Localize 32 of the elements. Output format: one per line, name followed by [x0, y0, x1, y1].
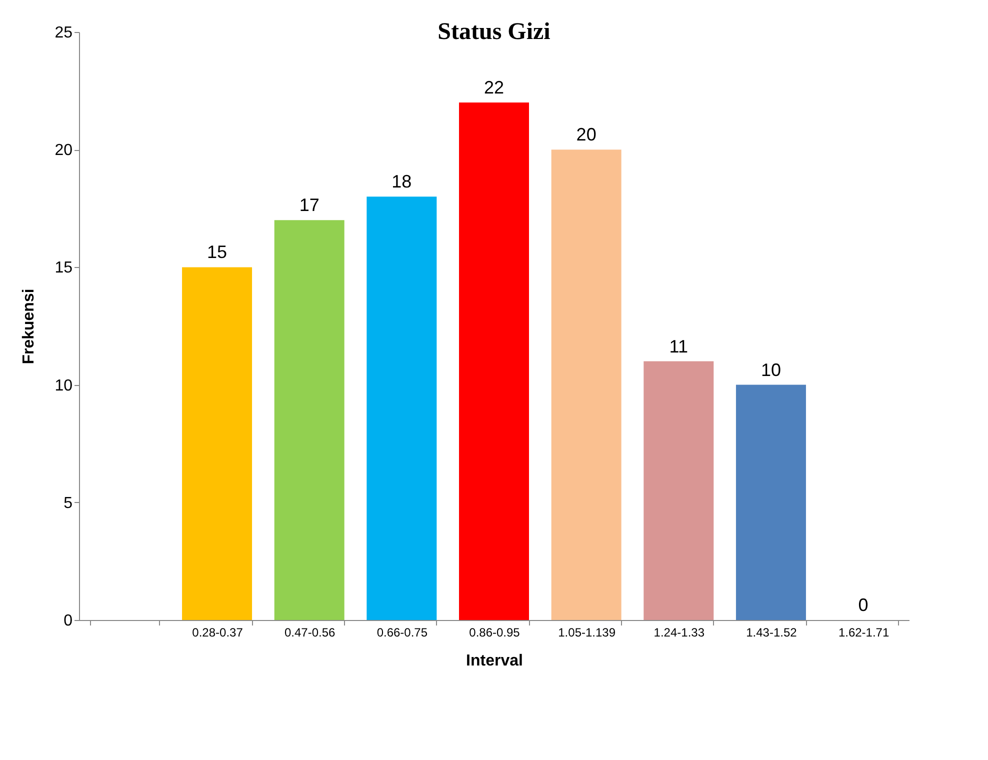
data-label: 0 [858, 595, 868, 615]
x-tick-label: 0.28-0.37 [192, 626, 244, 640]
y-axis-title: Frekuensi [20, 288, 38, 364]
bar [182, 267, 252, 620]
bar [459, 102, 529, 620]
x-tick-label: 0.86-0.95 [469, 626, 520, 640]
chart-title: Status Gizi [438, 19, 551, 45]
data-label: 20 [576, 124, 596, 145]
data-label: 17 [299, 195, 320, 216]
bar [366, 196, 437, 620]
data-label: 22 [484, 78, 504, 98]
y-tick-label: 15 [54, 260, 73, 277]
x-axis-title: Interval [466, 652, 523, 670]
x-tick-label: 1.24-1.33 [654, 626, 705, 640]
x-tick-label: 1.05-1.139 [558, 626, 616, 640]
bar [551, 150, 622, 620]
data-label: 11 [669, 336, 688, 356]
data-label: 10 [760, 360, 781, 380]
x-tick-label: 1.62-1.71 [838, 626, 890, 640]
bar [736, 384, 806, 620]
bar [274, 220, 344, 620]
x-tick-label: 1.43-1.52 [746, 626, 798, 640]
y-tick-label: 20 [54, 142, 73, 160]
y-tick-label: 0 [64, 612, 73, 630]
y-tick-label: 25 [54, 24, 73, 42]
x-tick-label: 0.47-0.56 [284, 626, 336, 640]
y-tick-label: 5 [64, 494, 73, 512]
bar [644, 361, 714, 620]
data-label: 18 [392, 172, 412, 192]
y-tick-label: 10 [54, 377, 73, 394]
x-tick-label: 0.66-0.75 [376, 626, 428, 640]
data-label: 15 [207, 242, 228, 262]
